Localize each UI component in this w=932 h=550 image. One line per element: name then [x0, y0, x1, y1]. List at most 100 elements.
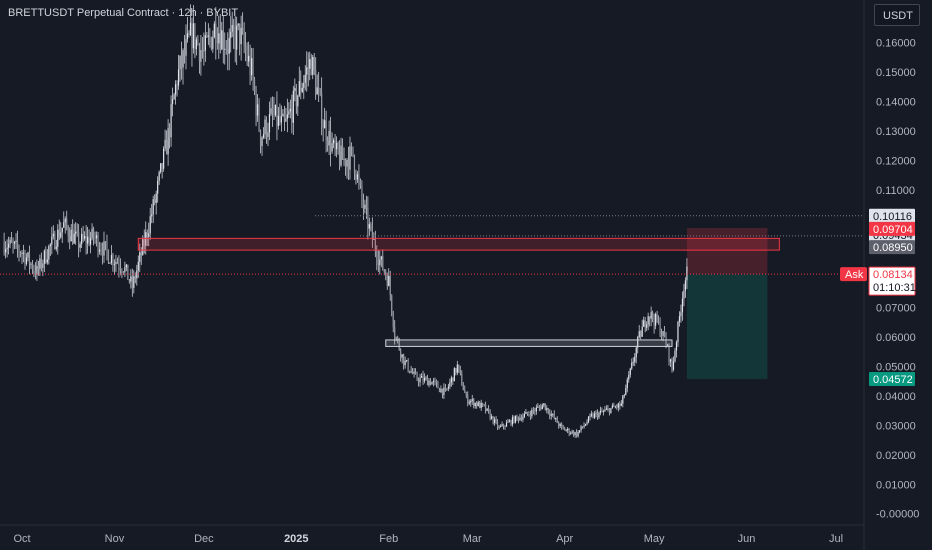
- candle-body: [89, 238, 92, 245]
- x-tick-label: Feb: [379, 533, 398, 545]
- candle-body: [453, 368, 455, 382]
- candle-body: [265, 119, 268, 137]
- candle-body: [356, 174, 359, 180]
- candle-body: [262, 134, 265, 138]
- candle-body: [473, 399, 475, 407]
- candle-body: [173, 94, 175, 100]
- candle-body: [468, 402, 470, 404]
- candle-body: [443, 387, 445, 395]
- candle-body: [504, 426, 506, 428]
- candle-body: [644, 320, 646, 328]
- candle-body: [476, 402, 478, 407]
- candle-body: [666, 344, 669, 346]
- candle-body: [237, 23, 239, 26]
- candle-body: [228, 37, 230, 54]
- candle-body: [629, 368, 631, 375]
- ask-price-box: [868, 266, 916, 296]
- candle-body: [513, 417, 515, 423]
- candle-body: [380, 256, 382, 260]
- candle-body: [291, 108, 293, 123]
- candle-body: [371, 225, 373, 240]
- candle-body: [632, 362, 634, 363]
- candle-body: [118, 263, 120, 268]
- level-label-09704-bg: [869, 221, 915, 236]
- candle-body: [189, 22, 192, 36]
- candle-body: [180, 56, 183, 68]
- candle-body: [370, 224, 372, 226]
- candle-body: [388, 275, 390, 286]
- candle-body: [248, 55, 250, 62]
- candle-body: [501, 424, 503, 427]
- candle-body: [502, 424, 505, 427]
- candle-body: [413, 371, 415, 374]
- candle-body: [273, 112, 275, 116]
- candle-body: [362, 200, 364, 209]
- candle-body: [136, 270, 138, 279]
- y-tick-label: 0.07000: [876, 303, 916, 315]
- candle-body: [170, 104, 172, 138]
- currency-selector[interactable]: USDT: [874, 4, 920, 26]
- candle-body: [203, 50, 205, 52]
- candle-body: [186, 33, 189, 40]
- candle-body: [313, 56, 315, 71]
- y-tick-label: 0.03000: [876, 420, 916, 432]
- candle-body: [63, 222, 65, 228]
- candle-body: [571, 431, 573, 434]
- candle-body: [307, 67, 309, 69]
- candle-body: [635, 347, 637, 358]
- candle-body: [611, 405, 613, 409]
- candle-body: [69, 236, 71, 242]
- candle-body: [212, 37, 214, 49]
- candle-body: [547, 408, 549, 413]
- candle-body: [474, 402, 476, 407]
- overlay-lines-layer: [0, 215, 864, 347]
- candle-body: [555, 418, 557, 419]
- ask-countdown: 01:10:31: [873, 282, 916, 294]
- candle-body: [295, 88, 297, 107]
- candle-body: [24, 252, 26, 264]
- candle-body: [103, 241, 105, 256]
- candle-body: [9, 239, 11, 245]
- candle-body: [22, 252, 25, 254]
- candle-body: [340, 145, 342, 166]
- candle-body: [19, 252, 22, 255]
- candle-body: [352, 146, 354, 156]
- candle-body: [140, 252, 142, 255]
- candle-body: [335, 142, 338, 150]
- candle-body: [523, 413, 526, 417]
- candle-body: [343, 159, 345, 161]
- candle-body: [550, 414, 552, 416]
- candle-body: [406, 360, 408, 362]
- candle-body: [441, 388, 444, 395]
- candle-body: [177, 69, 180, 86]
- x-tick-label: Apr: [556, 533, 573, 545]
- candle-body: [663, 331, 666, 338]
- candle-body: [528, 414, 530, 415]
- candle-body: [282, 113, 284, 117]
- candle-body: [289, 108, 291, 112]
- candle-body: [425, 377, 427, 379]
- candle-body: [334, 140, 336, 150]
- candle-body: [45, 250, 47, 263]
- candle-body: [210, 38, 212, 49]
- position-target-zone: [686, 228, 768, 275]
- candle-body: [650, 312, 652, 319]
- candle-body: [426, 377, 429, 386]
- candle-body: [42, 263, 44, 268]
- level-label-10116: 0.10116: [873, 211, 912, 223]
- candle-body: [87, 236, 89, 244]
- candle-body: [243, 30, 245, 46]
- candle-body: [16, 240, 19, 248]
- level-label-09704: 0.09704: [873, 224, 913, 236]
- candle-body: [607, 408, 609, 410]
- candle-body: [486, 408, 488, 411]
- candle-body: [100, 249, 102, 251]
- candle-body: [535, 407, 537, 412]
- candle-body: [277, 115, 280, 126]
- candle-body: [84, 235, 86, 239]
- candle-body: [434, 380, 436, 382]
- candle-body: [605, 408, 608, 410]
- candle-body: [231, 25, 233, 32]
- candle-body: [294, 88, 296, 91]
